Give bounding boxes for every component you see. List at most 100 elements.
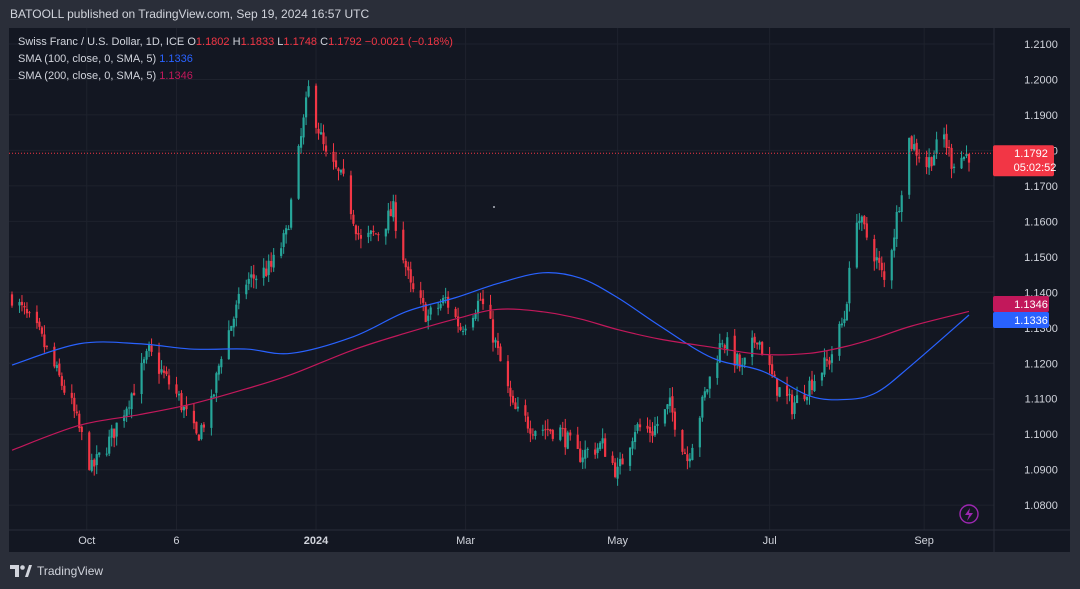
candle <box>247 272 250 291</box>
candle <box>457 307 460 333</box>
candle-body <box>751 337 754 357</box>
candle <box>150 338 153 357</box>
candle <box>317 122 320 140</box>
candle <box>638 418 642 432</box>
candle-body <box>255 278 258 281</box>
candle <box>668 388 672 413</box>
candle <box>721 339 724 348</box>
candle-body <box>845 304 848 321</box>
sma100-legend-line[interactable]: SMA (100, close, 0, SMA, 5) 1.1336 <box>18 51 453 68</box>
candle <box>496 332 500 355</box>
candle <box>491 310 495 352</box>
candle-body <box>384 228 387 237</box>
candle-body <box>516 406 520 409</box>
candle <box>965 145 968 159</box>
candle-body <box>890 250 893 281</box>
candle-body <box>723 345 726 349</box>
candle-body <box>569 432 572 436</box>
candle-body <box>965 153 968 157</box>
price-chart[interactable]: 1.21001.20001.19001.18001.17001.16001.15… <box>9 28 1070 552</box>
candle-body <box>389 209 392 217</box>
sma200-legend-line[interactable]: SMA (200, close, 0, SMA, 5) 1.1346 <box>18 68 453 85</box>
candle <box>447 291 450 315</box>
lightning-icon[interactable] <box>959 504 979 524</box>
y-tick-label: 1.1700 <box>1024 181 1058 193</box>
candle-body <box>566 432 569 449</box>
candle <box>703 386 706 401</box>
candle-body <box>180 393 183 411</box>
candle <box>825 350 829 367</box>
candle <box>820 372 824 387</box>
candle <box>494 337 497 348</box>
candle <box>63 379 66 396</box>
candle-body <box>718 343 721 363</box>
time-axis[interactable]: Oct 6 2024 Mar May Jul Sep <box>9 529 1070 547</box>
candle-body <box>237 293 240 304</box>
candle <box>569 429 572 441</box>
candle-body <box>359 235 363 239</box>
candle-body <box>123 415 126 422</box>
candle-body <box>828 360 831 365</box>
sma-price-tag <box>993 312 1049 328</box>
publish-header: BATOOLL published on TradingView.com, Se… <box>0 0 1080 28</box>
candle <box>367 225 370 244</box>
candle-body <box>160 369 163 373</box>
candle <box>875 248 878 269</box>
candle <box>429 305 432 321</box>
candle <box>374 232 377 235</box>
candle-body <box>142 359 146 364</box>
candle <box>10 291 14 308</box>
candle <box>913 134 916 152</box>
candle-body <box>865 223 868 238</box>
candle <box>337 167 340 181</box>
candle <box>616 457 619 486</box>
candle-body <box>489 304 492 319</box>
candle <box>601 428 604 449</box>
candle-body <box>227 330 230 360</box>
candle <box>586 447 589 458</box>
candle <box>761 341 764 356</box>
candle-body <box>424 303 427 323</box>
price-axis[interactable]: 1.21001.20001.19001.18001.17001.16001.15… <box>993 28 1058 552</box>
candle-body <box>576 434 579 449</box>
candle-body <box>447 296 450 308</box>
candle-body <box>200 425 203 440</box>
x-tick-label: Mar <box>456 535 475 547</box>
candle-body <box>945 133 948 148</box>
y-tick-label: 1.2000 <box>1024 74 1058 86</box>
candle <box>412 276 415 293</box>
candle-body <box>302 117 305 138</box>
candle-body <box>265 268 268 277</box>
candle <box>863 215 866 230</box>
candle-body <box>918 157 921 159</box>
sma200-line <box>11 308 970 451</box>
candle <box>476 293 480 322</box>
candle <box>599 441 602 451</box>
candle-body <box>18 302 21 306</box>
candle <box>845 301 848 321</box>
candle <box>73 392 76 419</box>
candle <box>422 290 425 312</box>
candle-body <box>70 392 73 398</box>
candle <box>145 348 148 364</box>
candle-body <box>668 397 672 407</box>
candle-body <box>407 266 410 271</box>
candle-body <box>584 449 587 459</box>
candle-body <box>541 429 544 431</box>
candle-body <box>873 239 876 262</box>
candle-body <box>893 237 896 251</box>
candle <box>230 325 233 331</box>
brand[interactable]: TradingView <box>10 564 103 578</box>
candle-body <box>476 300 480 314</box>
candle-body <box>514 402 517 410</box>
candle <box>930 156 933 171</box>
candle-body <box>761 342 764 356</box>
candle-body <box>840 323 843 326</box>
candle <box>342 159 345 177</box>
candle-body <box>579 448 582 462</box>
candle-body <box>202 424 205 428</box>
candle-body <box>324 145 328 152</box>
chart-frame[interactable]: 1.21001.20001.19001.18001.17001.16001.15… <box>9 28 1070 552</box>
candle-body <box>38 321 41 327</box>
candle <box>334 151 338 170</box>
